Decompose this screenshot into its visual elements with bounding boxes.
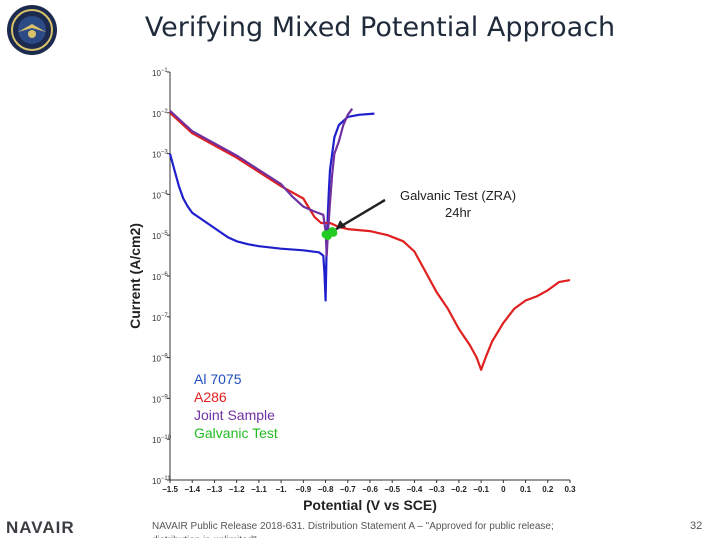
series-line-joint-sample xyxy=(169,108,354,257)
x-axis-title: Potential (V vs SCE) xyxy=(303,497,437,513)
slide-title: Verifying Mixed Potential Approach xyxy=(144,12,616,43)
y-tick-label: 10−10 xyxy=(152,435,172,445)
y-tick-label: 10−1 xyxy=(152,68,168,78)
x-tick-label: −1. xyxy=(275,485,286,494)
x-tick-label: −1.3 xyxy=(207,485,223,494)
x-tick-label: −1.4 xyxy=(184,485,200,494)
x-tick-label: −0.7 xyxy=(340,485,356,494)
x-tick-label: −0.8 xyxy=(318,485,334,494)
legend-entry: Joint Sample xyxy=(194,407,275,423)
x-tick-label: −0.3 xyxy=(429,485,445,494)
page-number: 32 xyxy=(690,520,703,532)
annotation-arrow xyxy=(335,198,386,231)
navair-seal-logo xyxy=(7,5,57,55)
x-tick-label: −1.5 xyxy=(162,485,178,494)
series-line-a286 xyxy=(169,111,571,371)
x-tick-label: −1.2 xyxy=(229,485,245,494)
x-tick-label: 0.2 xyxy=(542,485,554,494)
y-tick-label: 10−6 xyxy=(152,272,168,282)
x-tick-label: −0.1 xyxy=(473,485,489,494)
annotation-label: 24hr xyxy=(445,205,472,220)
x-tick-label: 0 xyxy=(501,485,506,494)
y-tick-label: 10−3 xyxy=(152,150,168,160)
x-tick-label: −1.1 xyxy=(251,485,267,494)
annotation-arrowhead xyxy=(336,220,346,230)
x-tick-label: −0.4 xyxy=(407,485,423,494)
galvanic-test-point xyxy=(329,228,338,237)
y-tick-label: 10−7 xyxy=(152,313,168,323)
release-statement: NAVAIR Public Release 2018-631. Distribu… xyxy=(152,521,554,538)
x-tick-label: −0.6 xyxy=(362,485,378,494)
x-tick-label: −0.5 xyxy=(384,485,400,494)
y-tick-label: 10−4 xyxy=(152,190,168,200)
y-tick-label: 10−5 xyxy=(152,231,168,241)
legend-entry: Al 7075 xyxy=(194,371,242,387)
annotation-label: Galvanic Test (ZRA) xyxy=(400,188,516,203)
y-tick-label: 10−9 xyxy=(152,394,168,404)
navair-brand: NAVAIR xyxy=(6,518,75,537)
series-line-al-7075 xyxy=(168,112,375,302)
y-tick-label: 10−8 xyxy=(152,354,168,364)
y-tick-label: 10−11 xyxy=(152,476,171,486)
legend-entry: Galvanic Test xyxy=(194,425,278,441)
x-tick-label: 0.3 xyxy=(564,485,576,494)
legend-entry: A286 xyxy=(194,389,227,405)
y-axis-title: Current (A/cm2) xyxy=(127,223,143,329)
x-tick-label: −0.9 xyxy=(295,485,311,494)
x-tick-label: 0.1 xyxy=(520,485,532,494)
y-tick-label: 10−2 xyxy=(152,109,168,119)
x-tick-label: −0.2 xyxy=(451,485,467,494)
